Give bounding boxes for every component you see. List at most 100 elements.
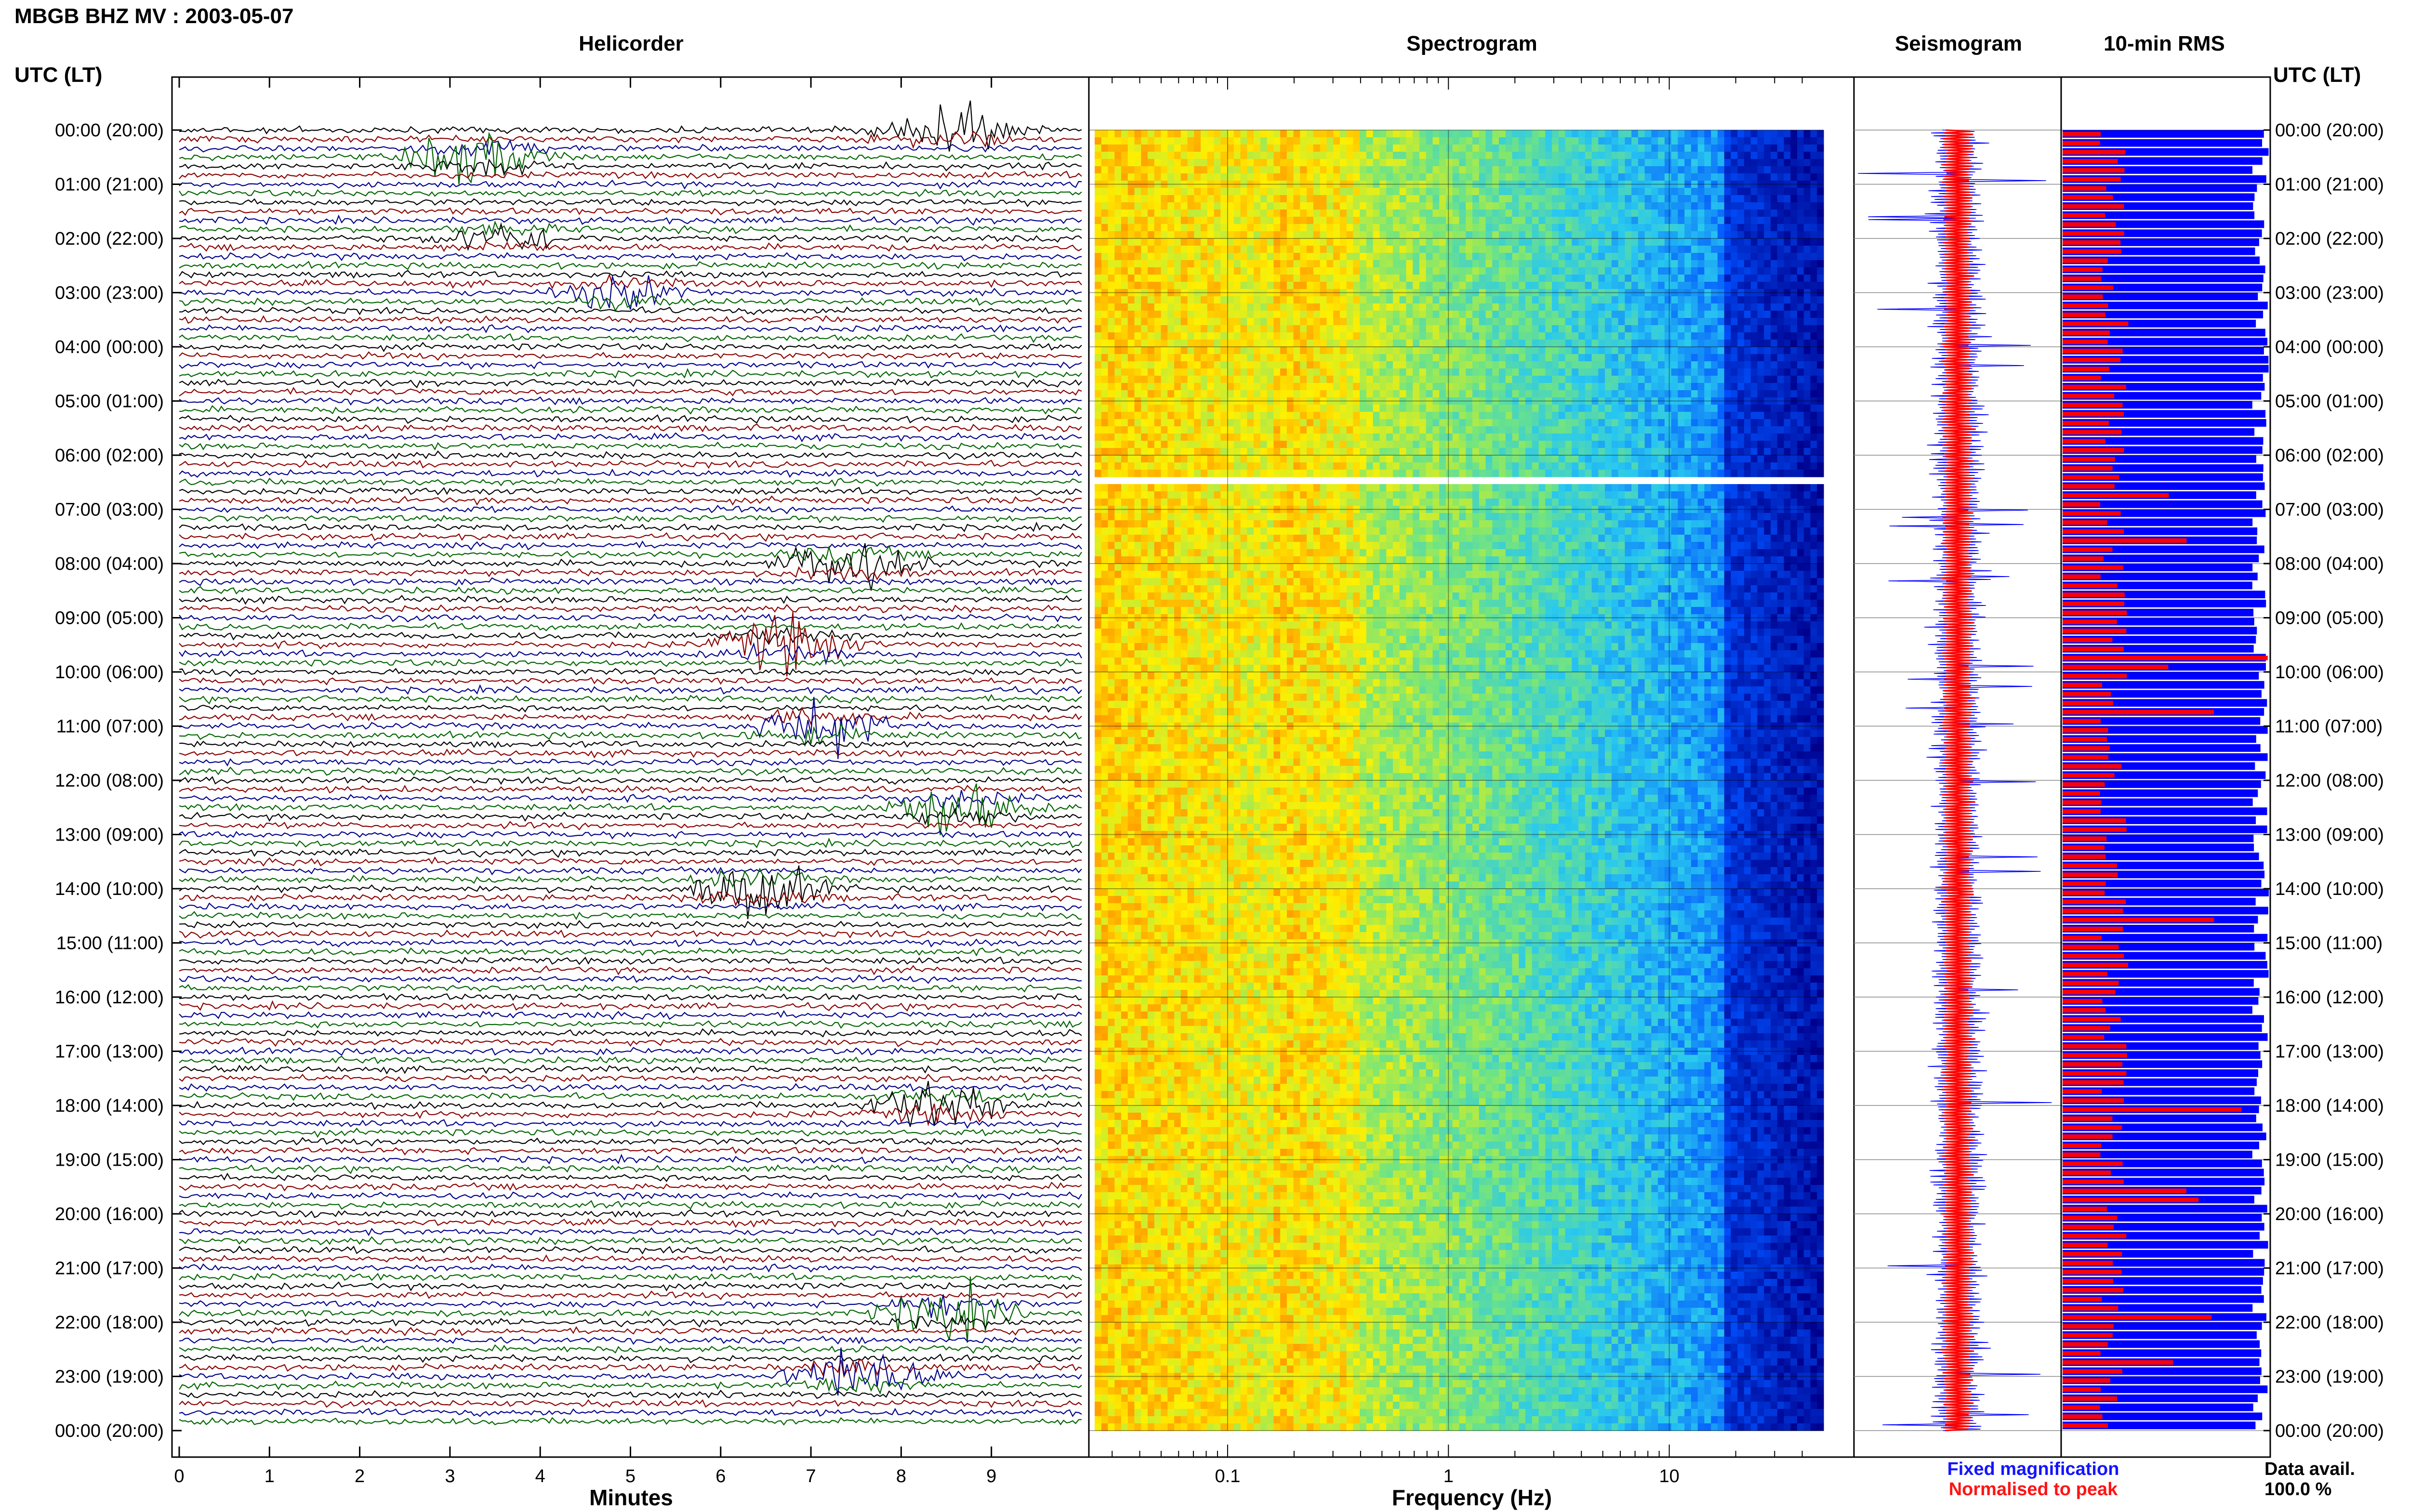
spectrogram-cell	[1167, 217, 1174, 224]
spectrogram-cell	[1552, 130, 1559, 138]
spectrogram-cell	[1506, 145, 1512, 152]
spectrogram-cell	[1790, 159, 1797, 167]
spectrogram-cell	[1360, 137, 1366, 145]
spectrogram-cell	[1419, 217, 1426, 224]
spectrogram-cell	[1280, 137, 1287, 145]
spectrogram-cell	[1665, 137, 1671, 145]
spectrogram-cell	[1280, 130, 1287, 138]
spectrogram-cell	[1565, 188, 1572, 196]
spectrogram-cell	[1811, 210, 1817, 217]
spectrogram-cell	[1578, 210, 1585, 217]
spectrogram-cell	[1135, 152, 1141, 159]
spectrogram-cell	[1578, 202, 1585, 210]
spectrogram-cell	[1718, 202, 1724, 210]
spectrogram-cell	[1400, 137, 1406, 145]
spectrogram-cell	[1154, 137, 1161, 145]
spectrogram-cell	[1320, 173, 1327, 181]
spectrogram-cell	[1532, 130, 1539, 138]
spectrogram-cell	[1426, 217, 1433, 224]
spectrogram-cell	[1777, 130, 1784, 138]
spectrogram-cell	[1790, 145, 1797, 152]
spectrogram-cell	[1379, 195, 1386, 203]
spectrogram-cell	[1512, 145, 1519, 152]
spectrogram-cell	[1532, 145, 1539, 152]
spectrogram-cell	[1247, 137, 1254, 145]
spectrogram-cell	[1413, 210, 1419, 217]
spectrogram-cell	[1294, 145, 1300, 152]
spectrogram-cell	[1313, 173, 1320, 181]
spectrogram-cell	[1234, 159, 1241, 167]
spectrogram-cell	[1638, 137, 1645, 145]
spectrogram-cell	[1114, 173, 1121, 181]
spectrogram-cell	[1220, 217, 1227, 224]
spectrogram-cell	[1771, 137, 1777, 145]
spectrogram-cell	[1241, 195, 1247, 203]
spectrogram-cell	[1114, 159, 1121, 167]
spectrogram-cell	[1711, 188, 1718, 196]
spectrogram-cell	[1572, 130, 1578, 138]
spectrogram-cell	[1804, 130, 1811, 138]
spectrogram-cell	[1114, 195, 1121, 203]
spectrogram-cell	[1287, 137, 1294, 145]
spectrogram-cell	[1797, 152, 1804, 159]
spectrogram-cell	[1413, 195, 1419, 203]
spectrogram-cell	[1658, 145, 1665, 152]
spectrogram-cell	[1506, 173, 1512, 181]
spectrogram-cell	[1651, 145, 1658, 152]
spectrogram-cell	[1737, 210, 1744, 217]
spectrogram-cell	[1784, 202, 1791, 210]
spectrogram-cell	[1320, 202, 1327, 210]
spectrogram-cell	[1479, 188, 1486, 196]
spectrogram-cell	[1267, 152, 1274, 159]
spectrogram-cell	[1254, 173, 1260, 181]
spectrogram-cell	[1658, 137, 1665, 145]
spectrogram-cell	[1161, 195, 1168, 203]
spectrogram-cell	[1300, 145, 1307, 152]
spectrogram-cell	[1234, 202, 1241, 210]
spectrogram-cell	[1486, 217, 1493, 224]
spectrogram-cell	[1519, 152, 1525, 159]
spectrogram-cell	[1764, 210, 1771, 217]
spectrogram-cell	[1506, 137, 1512, 145]
spectrogram-cell	[1154, 188, 1161, 196]
spectrogram-cell	[1347, 210, 1353, 217]
spectrogram-cell	[1433, 130, 1440, 138]
spectrogram-cell	[1453, 152, 1459, 159]
spectrogram-cell	[1313, 130, 1320, 138]
spectrogram-cell	[1201, 166, 1207, 174]
spectrogram-cell	[1532, 188, 1539, 196]
spectrogram-cell	[1618, 202, 1625, 210]
spectrogram-cell	[1353, 217, 1360, 224]
spectrogram-cell	[1684, 217, 1691, 224]
spectrogram-cell	[1552, 210, 1559, 217]
spectrogram-cell	[1711, 210, 1718, 217]
spectrogram-cell	[1645, 217, 1652, 224]
spectrogram-cell	[1638, 195, 1645, 203]
spectrogram-cell	[1128, 145, 1135, 152]
spectrogram-cell	[1400, 188, 1406, 196]
spectrogram-cell	[1777, 173, 1784, 181]
spectrogram-cell	[1373, 130, 1380, 138]
spectrogram-cell	[1095, 152, 1101, 159]
spectrogram-cell	[1135, 145, 1141, 152]
spectrogram-cell	[1453, 159, 1459, 167]
spectrogram-cell	[1453, 173, 1459, 181]
spectrogram-cell	[1492, 166, 1499, 174]
spectrogram-cell	[1220, 195, 1227, 203]
spectrogram-cell	[1366, 152, 1373, 159]
spectrogram-cell	[1698, 130, 1705, 138]
spectrogram-cell	[1121, 152, 1128, 159]
spectrogram-cell	[1499, 137, 1506, 145]
spectrogram-cell	[1658, 173, 1665, 181]
spectrogram-cell	[1472, 152, 1479, 159]
spectrogram-cell	[1472, 137, 1479, 145]
spectrogram-cell	[1227, 145, 1234, 152]
spectrogram-cell	[1400, 210, 1406, 217]
spectrogram-cell	[1671, 217, 1678, 224]
spectrogram-cell	[1167, 130, 1174, 138]
spectrogram-cell	[1340, 195, 1347, 203]
spectrogram-cell	[1658, 188, 1665, 196]
spectrogram-cell	[1784, 145, 1791, 152]
spectrogram-cell	[1234, 224, 1241, 232]
spectrogram-cell	[1108, 224, 1115, 232]
